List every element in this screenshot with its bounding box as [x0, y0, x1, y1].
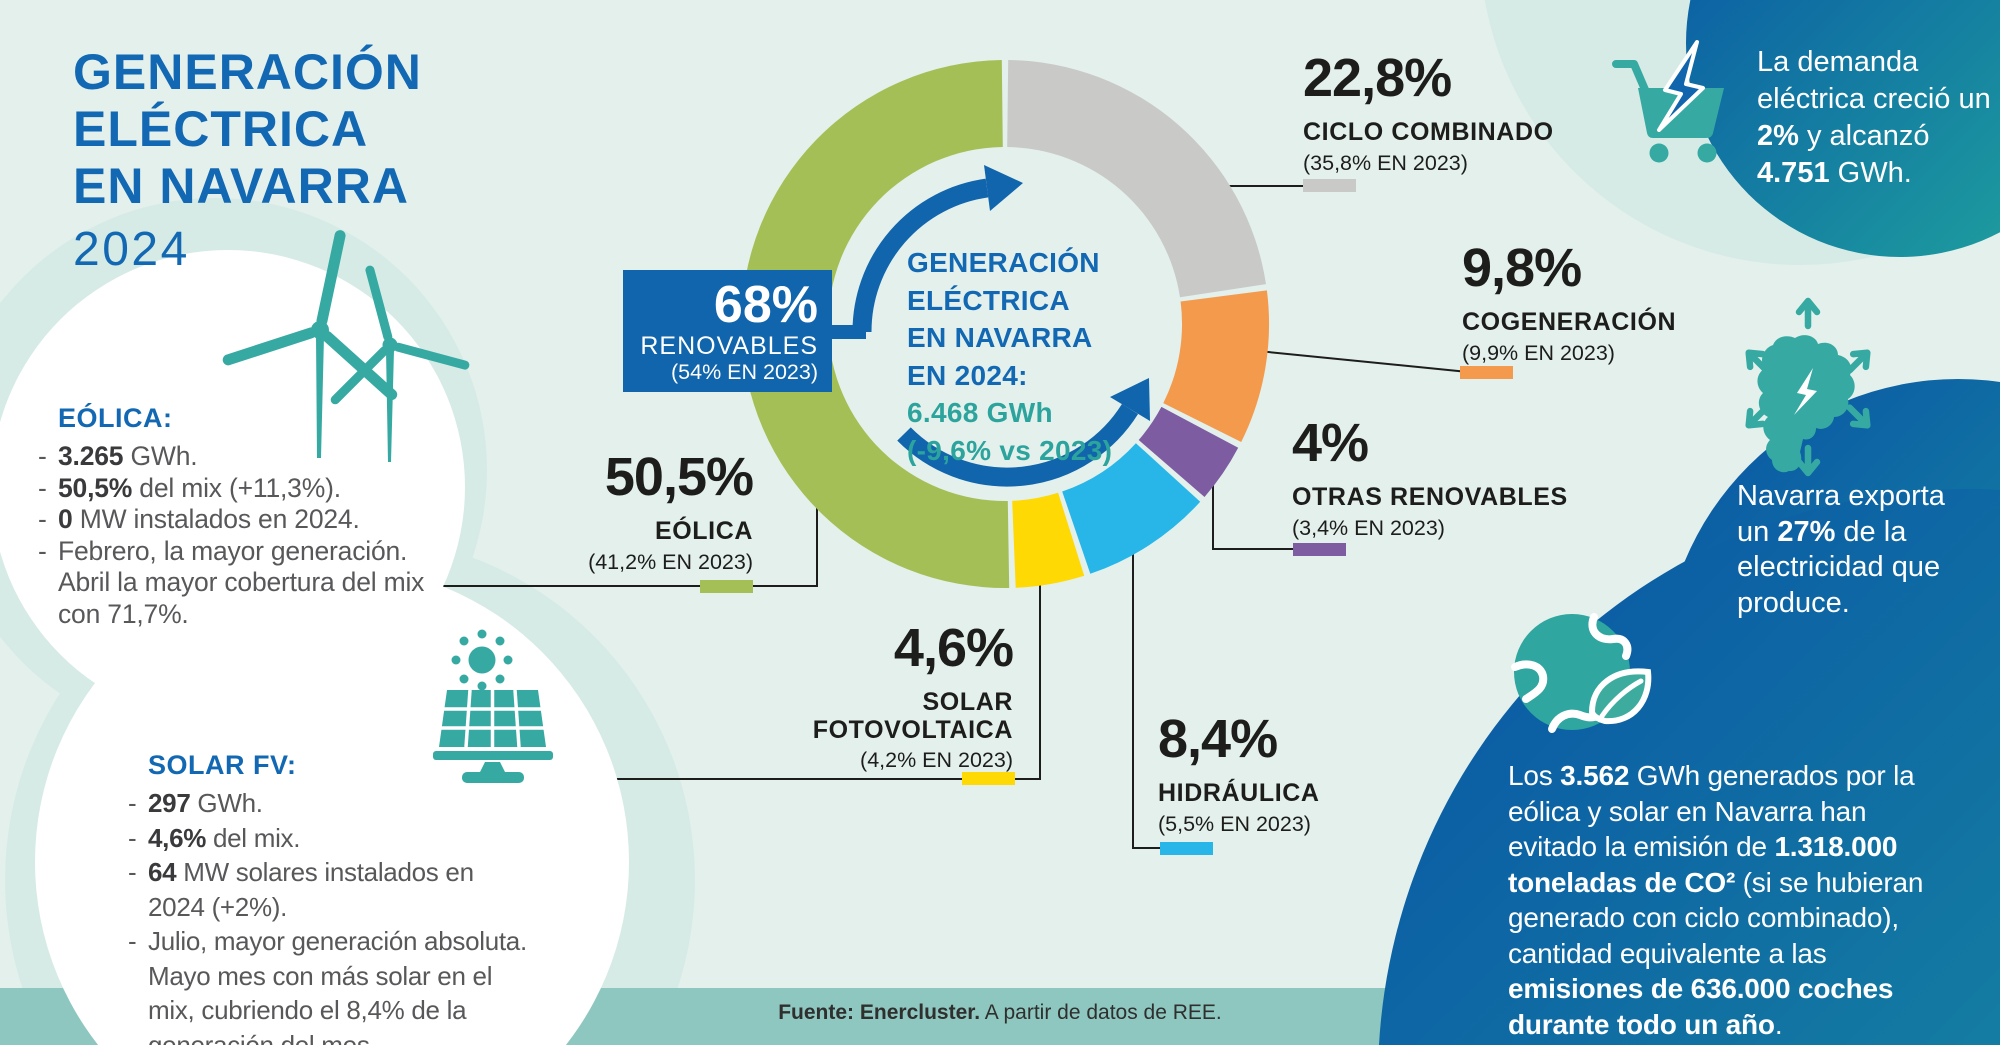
donut-center-text: GENERACIÓN ELÉCTRICA EN NAVARRA EN 2024:…: [907, 244, 1187, 469]
renewables-box: 68% RENOVABLES (54% EN 2023): [623, 270, 832, 392]
otras-pct: 4%: [1292, 413, 1369, 473]
renewables-pct: 68%: [713, 276, 818, 334]
solar-pct: 4,6%: [893, 618, 1014, 678]
solar-item-1: 297 GWh.: [128, 786, 533, 821]
title-year: 2024: [73, 223, 190, 276]
eolica-callout-title: EÓLICA:: [58, 403, 173, 433]
eolica-item-3: 0 MW instalados en 2024.: [38, 504, 430, 536]
ciclo-prev: (35,8% EN 2023): [1303, 150, 1468, 175]
label-hidraulica: 8,4% HIDRÁULICA (5,5% EN 2023): [1158, 712, 1320, 837]
solar-item-4: Julio, mayor generación absoluta. Mayo m…: [128, 924, 533, 1045]
label-otras-renovables: 4% OTRAS RENOVABLES (3,4% EN 2023): [1292, 416, 1568, 541]
title-line-1: GENERACIÓN: [73, 44, 422, 100]
eolica-pct: 50,5%: [604, 447, 754, 507]
legend-swatch-cogeneracion: [1460, 366, 1513, 379]
cogeneracion-pct: 9,8%: [1462, 238, 1582, 298]
solar-name: SOLAR FOTOVOLTAICA: [812, 688, 1013, 744]
legend-swatch-solar: [962, 772, 1015, 785]
solar-item-2: 4,6% del mix.: [128, 821, 533, 856]
center-line-2: ELÉCTRICA: [907, 284, 1070, 316]
source-note: Fuente: Enercluster. A partir de datos d…: [0, 1001, 2000, 1025]
eolica-item-1: 3.265 GWh.: [38, 441, 430, 473]
title-line-2: ELÉCTRICA: [73, 101, 369, 157]
page-title: GENERACIÓN ELÉCTRICA EN NAVARRA 2024: [73, 44, 422, 278]
otras-name: OTRAS RENOVABLES: [1292, 483, 1568, 511]
center-line-3: EN NAVARRA: [907, 322, 1093, 353]
otras-prev: (3,4% EN 2023): [1292, 515, 1445, 540]
solar-callout-title: SOLAR FV:: [148, 750, 297, 780]
hidraulica-prev: (5,5% EN 2023): [1158, 811, 1311, 836]
legend-swatch-otras: [1293, 543, 1346, 556]
hidraulica-pct: 8,4%: [1158, 709, 1278, 769]
donut-segment-solar-fotovoltaica: [1012, 492, 1085, 588]
legend-swatch-eolica: [700, 580, 753, 593]
demand-text: La demanda eléctrica creció un 2% y alca…: [1757, 46, 1991, 189]
connector-cogeneracion: [1247, 349, 1469, 373]
renewables-box-connector: [828, 325, 866, 339]
label-eolica: 50,5% EÓLICA (41,2% EN 2023): [533, 447, 754, 575]
hidraulica-name: HIDRÁULICA: [1158, 779, 1320, 807]
renewables-label: RENOVABLES: [640, 332, 818, 360]
ciclo-name: CICLO COMBINADO: [1303, 118, 1554, 146]
center-line-1: GENERACIÓN: [907, 247, 1100, 278]
label-solar-fotovoltaica: 4,6% SOLAR FOTOVOLTAICA (4,2% EN 2023): [793, 618, 1014, 773]
center-change-vs-2023: (-9,6% vs 2023): [907, 434, 1113, 466]
eolica-prev: (41,2% EN 2023): [588, 549, 753, 574]
label-cogeneracion: 9,8% COGENERACIÓN (9,9% EN 2023): [1462, 241, 1676, 366]
renewables-prev: (54% EN 2023): [671, 360, 818, 384]
cogeneracion-name: COGENERACIÓN: [1462, 308, 1677, 336]
export-text: Navarra exporta un 27% de la electricida…: [1737, 480, 1945, 619]
label-ciclo-combinado: 22,8% CICLO COMBINADO (35,8% EN 2023): [1303, 51, 1554, 176]
eolica-callout-list: 3.265 GWh. 50,5% del mix (+11,3%). 0 MW …: [38, 441, 430, 630]
title-line-3: EN NAVARRA: [73, 158, 409, 214]
co2-text: Los 3.562 GWh generados por la eólica y …: [1508, 760, 1924, 1040]
cogeneracion-prev: (9,9% EN 2023): [1462, 340, 1615, 365]
solar-prev: (4,2% EN 2023): [860, 748, 1013, 772]
ciclo-pct: 22,8%: [1303, 48, 1452, 108]
center-total-gwh: 6.468 GWh: [907, 397, 1053, 428]
source-rest: A partir de datos de REE.: [980, 1001, 1222, 1024]
legend-swatch-hidraulica: [1160, 842, 1213, 855]
eolica-item-4: Febrero, la mayor generación. Abril la m…: [38, 536, 430, 631]
solar-callout-list: 297 GWh. 4,6% del mix. 64 MW solares ins…: [128, 786, 533, 1045]
solar-item-3: 64 MW solares instalados en 2024 (+2%).: [128, 855, 533, 924]
eolica-name: EÓLICA: [654, 517, 753, 545]
center-line-4: EN 2024:: [907, 359, 1028, 391]
eolica-item-2: 50,5% del mix (+11,3%).: [38, 473, 430, 505]
source-bold: Fuente: Enercluster.: [778, 1001, 981, 1024]
legend-swatch-ciclo: [1303, 179, 1356, 192]
